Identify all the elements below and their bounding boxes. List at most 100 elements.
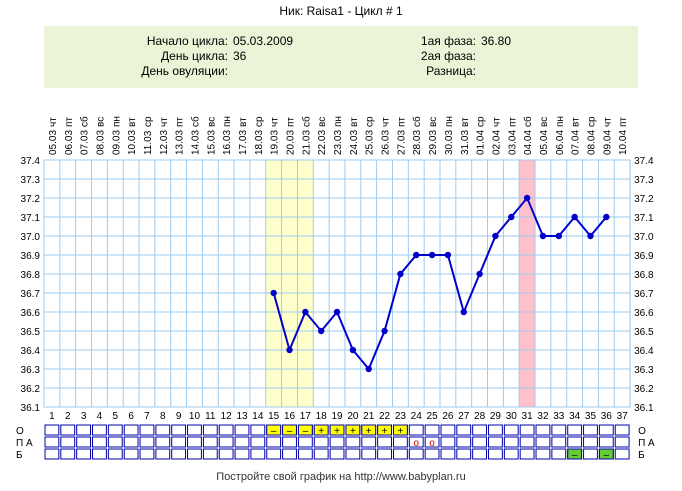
day-number-label: 37 — [617, 411, 629, 422]
bottom-row-cell — [614, 424, 630, 436]
bottom-row-cell — [583, 448, 598, 460]
day-number-label: 1 — [49, 411, 55, 422]
phase2-label: 2ая фаза: — [420, 49, 476, 63]
o-row-mark: + — [366, 426, 372, 437]
bottom-row-cell — [234, 424, 250, 436]
bottom-row-cell — [519, 448, 535, 460]
y-tick-label-left: 36.6 — [21, 308, 41, 319]
y-tick-label-right: 36.8 — [634, 270, 654, 281]
date-label: 03.04 — [507, 130, 518, 155]
weekday-label: пт — [175, 117, 186, 127]
date-label: 16.03 — [222, 130, 233, 155]
bottom-row-cell — [44, 448, 60, 460]
temperature-point — [286, 346, 293, 354]
bottom-row-cell — [76, 448, 92, 460]
difference-label: Разница: — [426, 64, 476, 78]
bottom-row-cell — [92, 436, 107, 448]
bottom-row-cell — [107, 436, 123, 448]
bottom-row-cell — [614, 436, 630, 448]
y-tick-label-left: 36.3 — [21, 365, 41, 376]
temperature-point — [444, 251, 452, 259]
bottom-row-cell — [408, 448, 424, 460]
phase1-label: 1ая фаза: — [420, 34, 476, 48]
bottom-row-cell — [567, 424, 583, 436]
bottom-row-cell — [377, 448, 392, 460]
y-tick-label-left: 37.4 — [21, 156, 41, 167]
moon-shape — [158, 164, 166, 178]
y-tick-label-right: 37.4 — [634, 156, 654, 167]
bottom-row-cell — [187, 424, 202, 436]
bottom-row-cell — [345, 448, 361, 460]
bottom-row-cell — [155, 424, 171, 436]
temperature-point — [523, 194, 531, 202]
bottom-row-cell — [218, 448, 234, 460]
temperature-point — [555, 232, 562, 240]
temperature-point — [381, 327, 388, 335]
weekday-label: пт — [618, 117, 629, 127]
o-row-mark: – — [303, 426, 309, 437]
weekday-label: пн — [111, 116, 122, 127]
day-number-label: 9 — [176, 411, 182, 422]
bottom-row-cell — [551, 448, 567, 460]
bottom-row-cell — [123, 436, 139, 448]
day-number-label: 12 — [221, 411, 233, 422]
weekday-label: пт — [64, 117, 75, 127]
date-label: 18.03 — [254, 130, 265, 155]
temperature-point — [492, 232, 499, 240]
date-label: 01.04 — [476, 130, 487, 155]
weekday-label: пт — [396, 117, 407, 127]
o-row-mark-cell — [313, 424, 329, 436]
moon-shape — [618, 164, 626, 178]
bottom-row-cell — [535, 448, 551, 460]
bottom-row-cell — [155, 436, 171, 448]
bottom-row-cell — [614, 448, 630, 460]
bottom-row-label-left: П А — [16, 438, 33, 449]
weekday-label: пт — [507, 117, 518, 127]
bottom-row-cell — [218, 424, 234, 436]
temperature-line — [272, 196, 608, 371]
date-label: 07.03 — [80, 130, 91, 155]
bottom-row-cell — [250, 436, 266, 448]
temperature-point — [302, 308, 309, 316]
date-label: 06.04 — [555, 130, 566, 155]
bottom-row-cell — [345, 436, 361, 448]
bottom-row-cell — [282, 448, 297, 460]
o-row-mark-cell — [345, 424, 361, 436]
weekday-label: вт — [349, 117, 360, 127]
weekday-label: вс — [206, 117, 217, 127]
day-number-label: 11 — [205, 411, 216, 422]
bottom-row-label-right: О — [638, 426, 646, 437]
bottom-row-cell — [519, 424, 535, 436]
bottom-row-cell — [123, 448, 139, 460]
temperature-point — [571, 213, 578, 221]
y-tick-label-left: 36.8 — [21, 270, 41, 281]
temperature-point — [333, 308, 341, 316]
y-tick-label-right: 36.6 — [634, 308, 654, 319]
weekday-label: ср — [365, 116, 376, 127]
o-row-mark-cell — [266, 424, 282, 436]
day-number-label: 26 — [442, 411, 454, 422]
bottom-row-cell — [583, 424, 598, 436]
bottom-row-cell — [551, 424, 567, 436]
bottom-row-cell — [408, 436, 424, 448]
y-tick-label-left: 36.4 — [21, 346, 41, 357]
weekday-label: чт — [491, 117, 502, 127]
date-label: 29.03 — [428, 130, 439, 155]
info-row-3: День овуляции: Разница: — [44, 64, 638, 80]
weekday-label: чт — [159, 117, 170, 127]
temperature-point — [539, 232, 547, 240]
weekday-label: пн — [222, 116, 233, 127]
date-label: 27.03 — [396, 130, 407, 155]
bottom-row-cell — [488, 448, 503, 460]
weekday-label: пн — [333, 116, 344, 127]
date-label: 10.04 — [618, 130, 629, 155]
plot-frame — [43, 159, 631, 408]
day-number-label: 8 — [160, 411, 166, 422]
y-tick-label-left: 36.1 — [21, 403, 41, 414]
day-number-label: 29 — [490, 411, 502, 422]
bottom-row-cell — [107, 448, 123, 460]
day-number-label: 22 — [379, 411, 391, 422]
bottom-row-cell — [329, 448, 345, 460]
pa-row-mark: o — [429, 438, 435, 449]
